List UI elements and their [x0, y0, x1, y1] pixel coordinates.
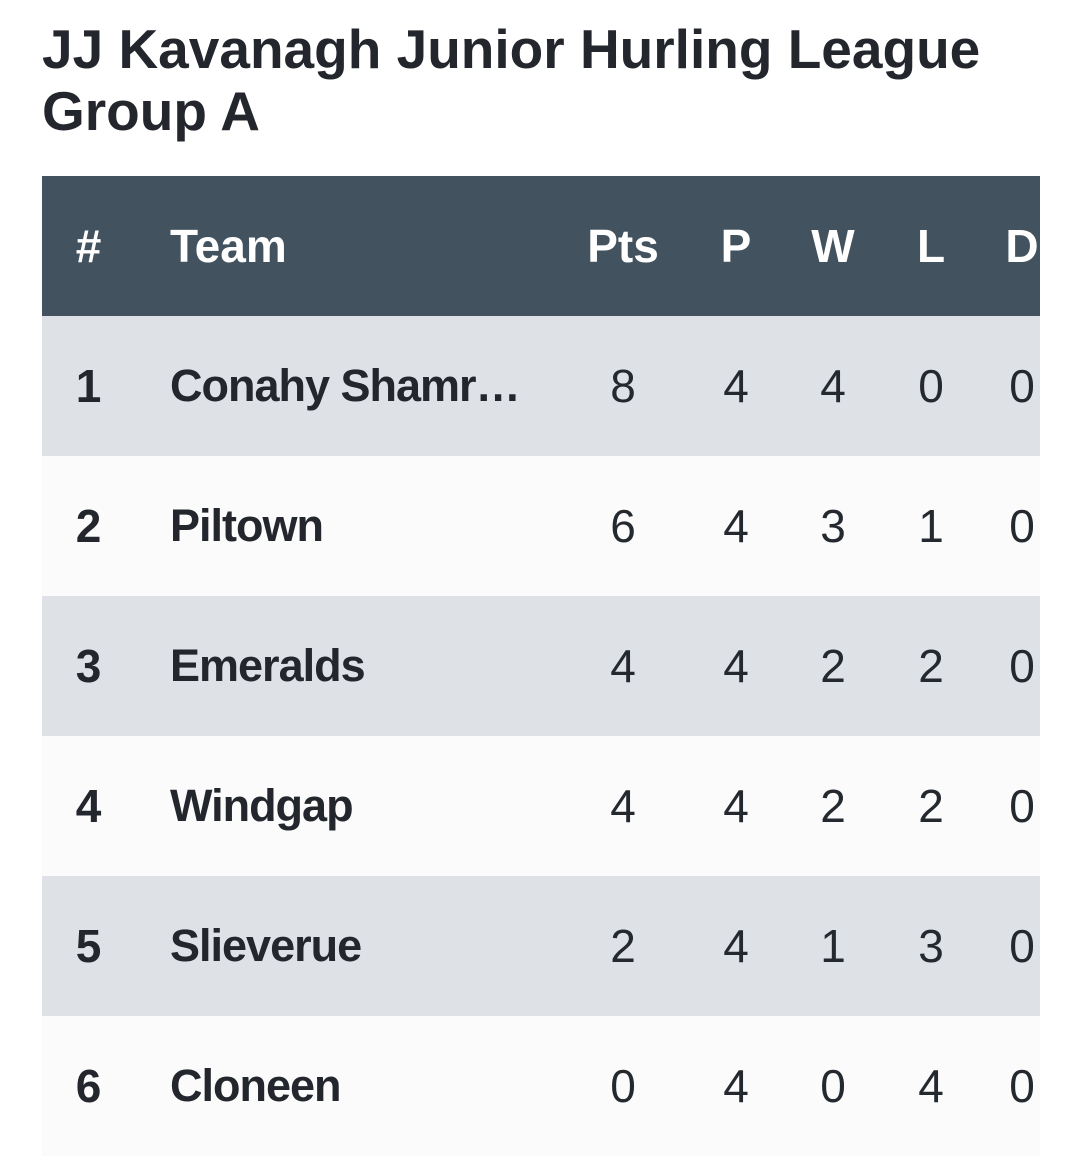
team-name: Windgap — [170, 780, 354, 831]
team-row-4: 4 Windgap 4 4 2 2 0 — [42, 736, 1040, 876]
rank-cell: 5 — [75, 920, 102, 972]
rank-cell: 6 — [75, 1060, 102, 1112]
team-row-2: 2 Piltown 6 4 3 1 0 — [42, 456, 1040, 596]
played-cell: 4 — [723, 1060, 749, 1112]
draws-cell: 0 — [1009, 500, 1035, 552]
league-table-container: # Team Pts P W L D 1 Conahy Shamr… 8 4 4 0 0 2 P… — [42, 176, 1040, 1156]
team-name: Emeralds — [170, 640, 366, 691]
played-cell: 4 — [723, 920, 749, 972]
points-cell: 6 — [610, 500, 636, 552]
header-losses: L — [916, 220, 946, 272]
team-row-5: 5 Slieverue 2 4 1 3 0 — [42, 876, 1040, 1016]
points-cell: 2 — [610, 920, 636, 972]
header-draws: D — [1005, 220, 1039, 272]
played-cell: 4 — [723, 360, 749, 412]
losses-cell: 3 — [918, 920, 944, 972]
played-cell: 4 — [723, 780, 749, 832]
losses-cell: 2 — [918, 780, 944, 832]
team-row-1: 1 Conahy Shamr… 8 4 4 0 0 — [42, 316, 1040, 456]
wins-cell: 0 — [820, 1060, 846, 1112]
points-cell: 4 — [610, 780, 636, 832]
wins-cell: 3 — [820, 500, 846, 552]
wins-cell: 4 — [820, 360, 846, 412]
wins-cell: 2 — [820, 640, 846, 692]
team-row-3: 3 Emeralds 4 4 2 2 0 — [42, 596, 1040, 736]
points-cell: 0 — [610, 1060, 636, 1112]
header-rank: # — [75, 220, 102, 272]
draws-cell: 0 — [1009, 640, 1035, 692]
played-cell: 4 — [723, 500, 749, 552]
rank-cell: 4 — [75, 780, 102, 832]
points-cell: 8 — [610, 360, 636, 412]
draws-cell: 0 — [1009, 780, 1035, 832]
losses-cell: 0 — [918, 360, 944, 412]
table-header-row: # Team Pts P W L D — [42, 176, 1040, 316]
draws-cell: 0 — [1009, 360, 1035, 412]
team-row-6: 6 Cloneen 0 4 0 4 0 — [42, 1016, 1040, 1156]
page-title: JJ Kavanagh Junior Hurling League Group … — [42, 18, 981, 142]
rank-cell: 1 — [75, 360, 102, 412]
header-played: P — [720, 220, 752, 272]
team-name: Slieverue — [170, 920, 362, 971]
draws-cell: 0 — [1009, 1060, 1035, 1112]
team-name: Piltown — [170, 500, 324, 551]
losses-cell: 4 — [918, 1060, 944, 1112]
points-cell: 4 — [610, 640, 636, 692]
losses-cell: 1 — [918, 500, 944, 552]
header-points: Pts — [587, 220, 659, 272]
rank-cell: 3 — [75, 640, 102, 692]
played-cell: 4 — [723, 640, 749, 692]
league-table: # Team Pts P W L D 1 Conahy Shamr… 8 4 4 0 0 2 P… — [42, 176, 1040, 1156]
rank-cell: 2 — [75, 500, 102, 552]
wins-cell: 1 — [820, 920, 846, 972]
draws-cell: 0 — [1009, 920, 1035, 972]
losses-cell: 2 — [918, 640, 944, 692]
team-name: Conahy Shamr… — [170, 360, 521, 411]
header-wins: W — [811, 220, 855, 272]
wins-cell: 2 — [820, 780, 846, 832]
team-name: Cloneen — [170, 1060, 342, 1111]
header-team: Team — [170, 220, 287, 272]
